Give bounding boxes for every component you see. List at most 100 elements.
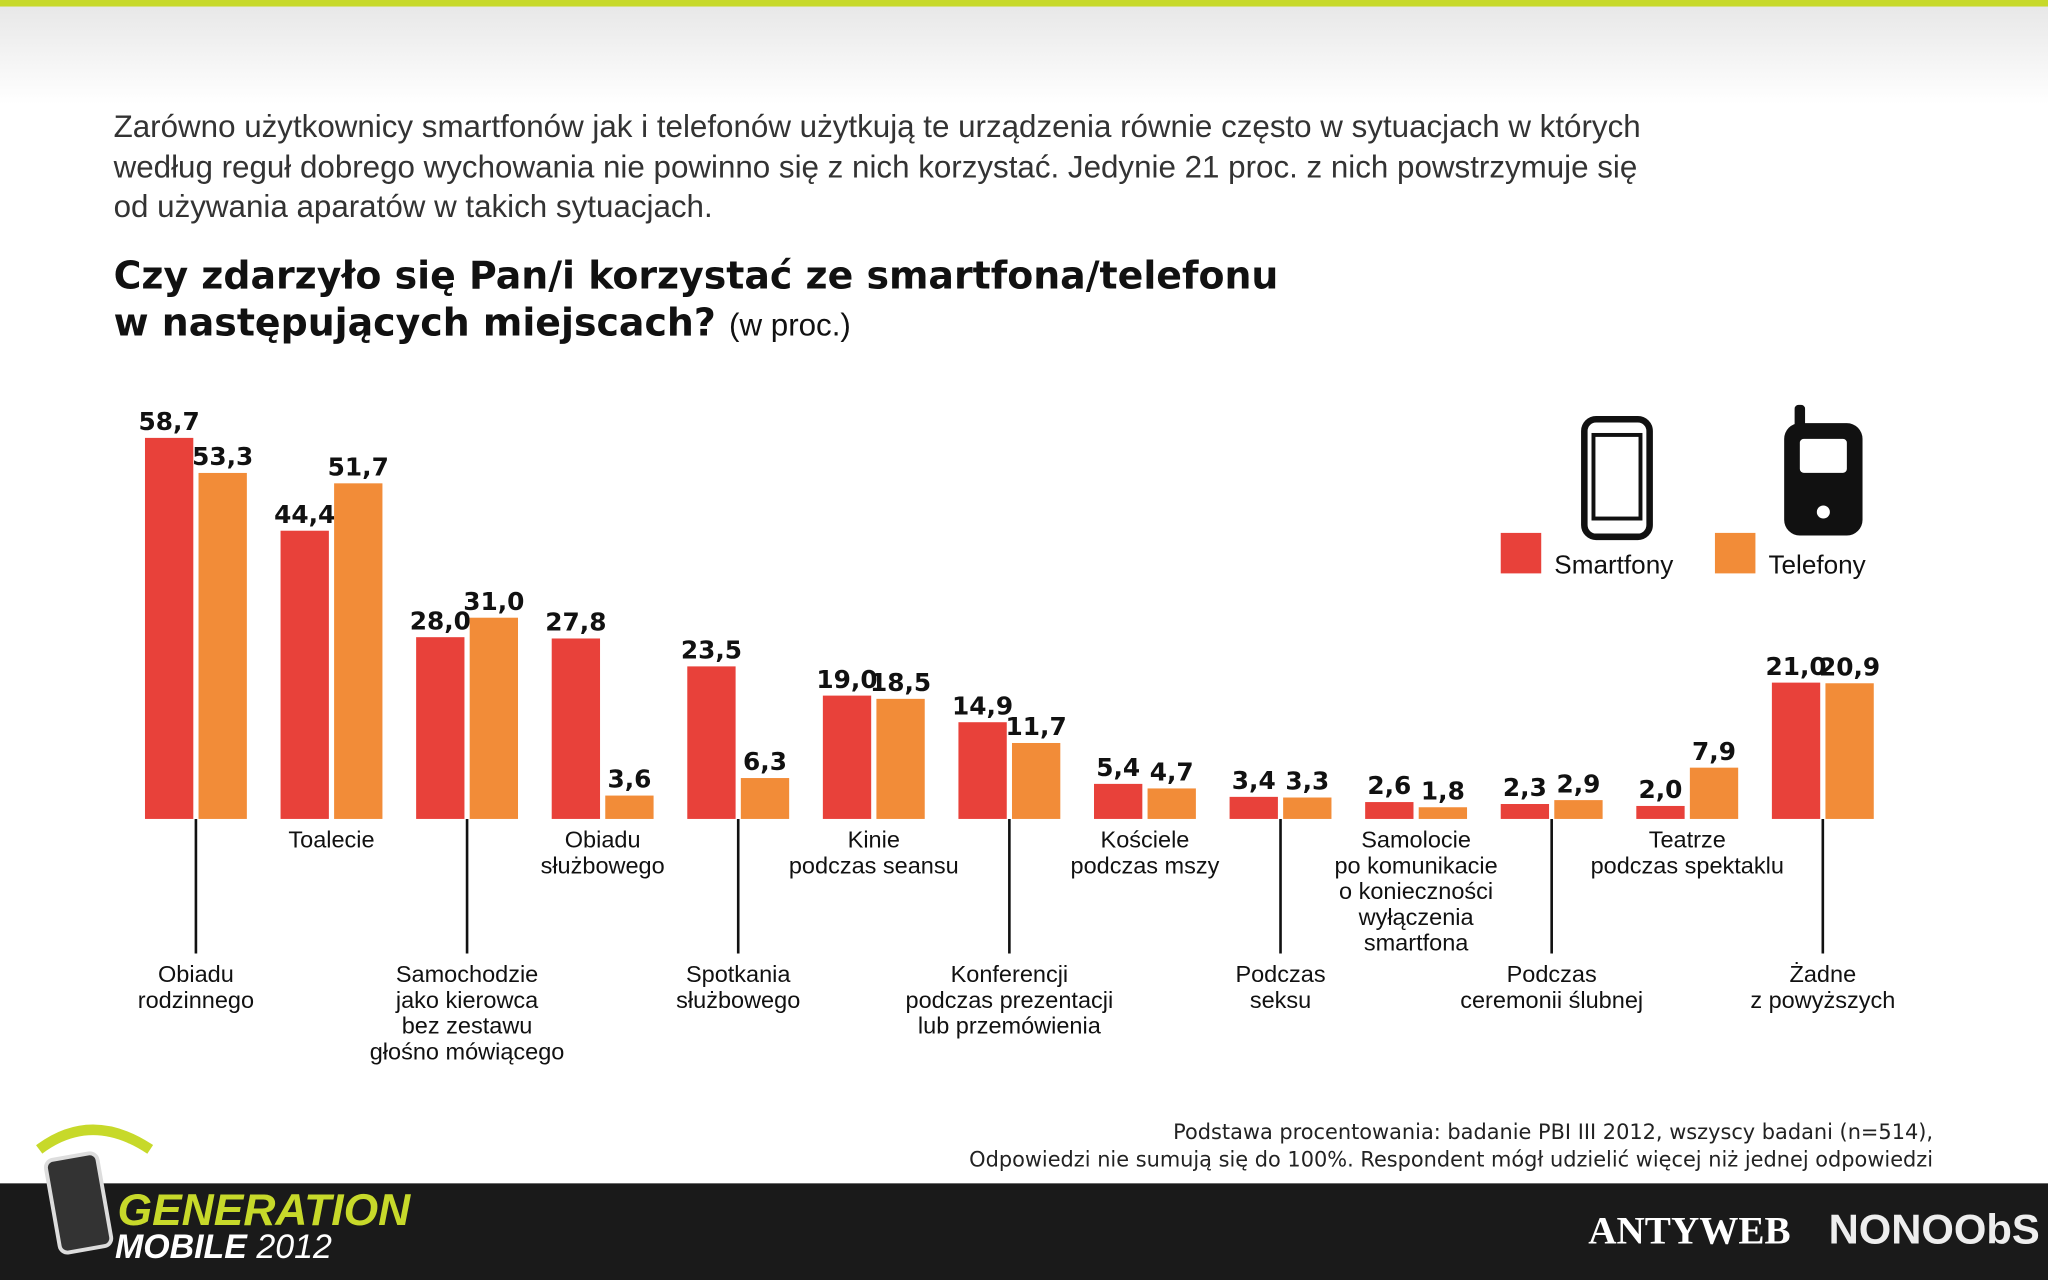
bar [1771, 682, 1821, 819]
bar [280, 530, 329, 819]
brand-generation: GENERATION [118, 1186, 412, 1235]
bar [551, 638, 601, 819]
intro-line: według reguł dobrego wychowania nie powi… [113, 150, 1638, 185]
chart-title: w następujących miejscach? [114, 301, 716, 345]
intro-line: od używania aparatów w takich sytuacjach… [114, 189, 713, 224]
smartphone-icon [1581, 415, 1653, 541]
x-tick-label-line: podczas mszy [1071, 852, 1220, 878]
data-label: 2,6 [1367, 771, 1411, 800]
x-tick-label-line: Konferencji [951, 961, 1069, 987]
x-tick-label-line: głośno mówiącego [370, 1038, 565, 1064]
x-tick-label: Samochodzie jako kierowca bez zestawu głośn… [370, 961, 565, 1064]
x-tick-label: Konferencji podczas prezentacji lub przemó… [906, 961, 1114, 1038]
bar [198, 472, 247, 819]
data-label: 21,0 [1765, 652, 1826, 681]
bar [740, 778, 790, 819]
bar [605, 795, 654, 819]
data-label: 23,5 [681, 636, 742, 665]
x-tick-label-line: Obiadu [158, 961, 234, 987]
bar [1418, 807, 1468, 819]
x-tick-label: Samolocie po komunikacie o konieczności wył… [1334, 827, 1497, 956]
bar [469, 617, 519, 819]
x-tick-label-line: jako kierowca [395, 987, 539, 1013]
header-bg [0, 0, 2048, 105]
bar [1500, 804, 1550, 819]
data-label: 19,0 [816, 665, 877, 694]
data-label: 4,7 [1150, 758, 1194, 787]
x-tick-label: Toalecie [288, 827, 374, 853]
x-tick-label-line: Samolocie [1361, 827, 1471, 853]
x-tick-label-line: seksu [1250, 987, 1311, 1013]
x-tick-label-line: Obiadu [565, 827, 641, 853]
phone-icon [1784, 404, 1863, 536]
brand-mobile: MOBILE [115, 1228, 248, 1266]
bar [1094, 783, 1143, 819]
footer-bar [0, 1183, 2048, 1280]
bar [1689, 767, 1739, 819]
x-tick-label-line: Teatrze [1649, 827, 1726, 853]
data-label: 11,7 [1006, 712, 1067, 741]
x-tick-label-line: służbowego [676, 987, 800, 1013]
bar [1636, 805, 1685, 819]
data-label: 14,9 [952, 691, 1013, 720]
x-tick-label-line: bez zestawu [402, 1013, 533, 1039]
x-tick-label-line: Żadne [1790, 961, 1857, 987]
x-tick-label-line: po komunikacie [1334, 852, 1497, 878]
x-tick-label: Kościele podczas mszy [1071, 827, 1220, 879]
bar [144, 437, 194, 819]
x-tick-label-line: podczas spektaklu [1591, 852, 1784, 878]
x-tick-label: Spotkania służbowego [676, 961, 800, 1013]
x-tick-label-line: służbowego [541, 852, 665, 878]
bar [416, 637, 465, 819]
legend-swatch [1714, 532, 1756, 574]
chart-title: w następujących miejscach? (w proc.) [114, 301, 851, 345]
brand-year: 2012 [255, 1228, 332, 1266]
bar [876, 698, 925, 819]
data-label: 44,4 [274, 500, 335, 529]
x-tick-label-line: Kinie [848, 827, 900, 853]
bar [822, 695, 872, 819]
data-label: 6,3 [743, 747, 787, 776]
data-label: 2,9 [1556, 769, 1600, 798]
x-tick-label-line: Podczas [1507, 961, 1597, 987]
legend-label: Smartfony [1554, 549, 1673, 579]
data-label: 3,3 [1285, 767, 1329, 796]
logo-phone [43, 1151, 114, 1255]
x-tick-label-line: podczas prezentacji [906, 987, 1114, 1013]
brand-mobile: MOBILE 2012 [115, 1228, 332, 1266]
x-tick-label: Teatrze podczas spektaklu [1591, 827, 1784, 879]
data-label: 28,0 [410, 606, 471, 635]
x-tick-label-line: o konieczności [1339, 878, 1493, 904]
bar [1365, 802, 1414, 819]
data-label: 2,3 [1503, 773, 1547, 802]
x-tick-label: Podczas ceremonii ślubnej [1460, 961, 1643, 1013]
x-tick-label-line: Podczas [1235, 961, 1325, 987]
data-label: 18,5 [870, 668, 931, 697]
bar [1147, 788, 1196, 819]
bar [1554, 800, 1603, 819]
data-label: 53,3 [192, 442, 253, 471]
data-label: 3,4 [1232, 766, 1276, 795]
bar [1283, 797, 1332, 819]
legend-label: Telefony [1768, 549, 1865, 579]
x-tick-label-line: wyłączenia [1358, 904, 1475, 930]
data-label: 5,4 [1096, 753, 1140, 782]
x-tick-label: Podczas seksu [1235, 961, 1325, 1013]
x-tick-label: Obiadu rodzinnego [138, 961, 254, 1013]
x-tick-label: Kinie podczas seansu [789, 827, 959, 879]
data-label: 51,7 [328, 452, 389, 481]
x-tick-label-line: rodzinnego [138, 987, 254, 1013]
legend: Smartfony Telefony [1500, 532, 1866, 579]
x-tick-label: Żadne z powyższych [1750, 961, 1895, 1013]
legend-swatch [1500, 532, 1542, 574]
x-tick-label: Obiadu służbowego [541, 827, 665, 879]
partner-logo: ANTYWEB [1588, 1209, 1790, 1252]
logo-arc [36, 1124, 154, 1154]
intro-line: Zarówno użytkownicy smartfonów jak i tel… [114, 109, 1641, 144]
top-stripe [0, 0, 2048, 7]
x-tick-label-line: Kościele [1101, 827, 1190, 853]
x-tick-label-line: ceremonii ślubnej [1460, 987, 1643, 1013]
footnote: Podstawa procentowania: badanie PBI III … [1173, 1120, 1933, 1144]
bar [1825, 683, 1874, 819]
